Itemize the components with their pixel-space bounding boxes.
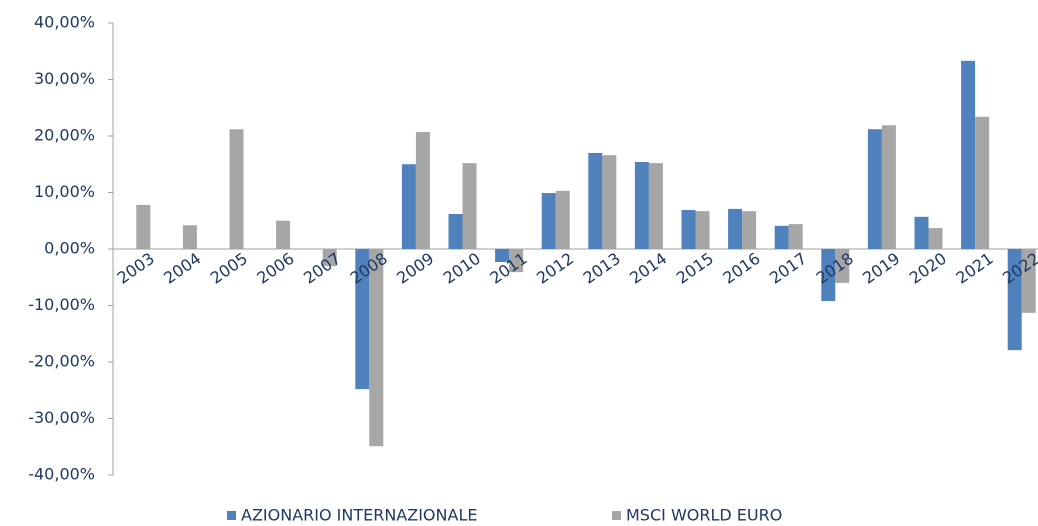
- x-tick-label: 2005: [207, 249, 251, 288]
- legend-swatch: [227, 511, 236, 520]
- bar: [928, 228, 943, 249]
- y-tick-label: -40,00%: [28, 465, 95, 484]
- x-tick-label: 2021: [952, 249, 996, 288]
- legend-label: AZIONARIO INTERNAZIONALE: [241, 506, 477, 525]
- bar: [975, 116, 990, 249]
- bar: [462, 163, 477, 249]
- y-tick-label: 30,00%: [34, 69, 95, 88]
- bar: [541, 193, 556, 249]
- bar: [555, 190, 570, 249]
- x-tick-label: 2013: [580, 249, 624, 288]
- bar: [136, 204, 151, 249]
- bar: [495, 249, 510, 262]
- x-tick-label: 2007: [300, 249, 344, 288]
- bar: [914, 216, 929, 249]
- bar: [728, 208, 743, 249]
- bar: [509, 249, 524, 273]
- x-tick-label: 2012: [533, 249, 577, 288]
- bar: [602, 155, 617, 249]
- x-tick-label: 2016: [719, 249, 763, 288]
- y-tick-label: -30,00%: [28, 408, 95, 427]
- bar: [369, 249, 384, 447]
- bar: [276, 220, 291, 249]
- bar: [229, 129, 244, 249]
- bar: [355, 249, 370, 390]
- bar: [835, 249, 850, 283]
- bar: [634, 161, 649, 249]
- bar: [681, 210, 696, 249]
- bar: [415, 132, 430, 249]
- y-tick-label: 40,00%: [34, 13, 95, 32]
- x-tick-label: 2010: [440, 249, 484, 288]
- bar: [867, 129, 882, 249]
- y-tick-label: -10,00%: [28, 295, 95, 314]
- bar: [961, 60, 976, 250]
- bar: [1021, 249, 1036, 313]
- y-tick-label: 10,00%: [34, 182, 95, 201]
- legend-label: MSCI WORLD EURO: [626, 506, 782, 525]
- x-tick-label: 2015: [673, 249, 717, 288]
- bar: [695, 211, 710, 249]
- x-tick-label: 2020: [906, 249, 950, 288]
- bar: [821, 249, 836, 301]
- bar: [401, 164, 416, 249]
- bar: [322, 249, 337, 266]
- y-tick-label: 20,00%: [34, 126, 95, 145]
- x-tick-label: 2006: [253, 249, 297, 288]
- bar: [648, 163, 663, 249]
- x-tick-label: 2017: [766, 249, 810, 288]
- y-tick-label: 0,00%: [44, 239, 95, 258]
- x-tick-label: 2014: [626, 249, 670, 288]
- bar: [1007, 249, 1022, 351]
- bar: [788, 224, 803, 249]
- y-tick-label: -20,00%: [28, 352, 95, 371]
- bar: [448, 213, 463, 249]
- bar: [742, 211, 757, 249]
- legend-swatch: [612, 511, 621, 520]
- bar: [881, 125, 896, 249]
- bar: [588, 152, 603, 249]
- x-tick-label: 2003: [114, 249, 158, 288]
- bar: [774, 225, 789, 249]
- x-tick-label: 2019: [859, 249, 903, 288]
- x-tick-label: 2004: [160, 249, 204, 288]
- x-tick-label: 2009: [393, 249, 437, 288]
- bar: [182, 225, 197, 249]
